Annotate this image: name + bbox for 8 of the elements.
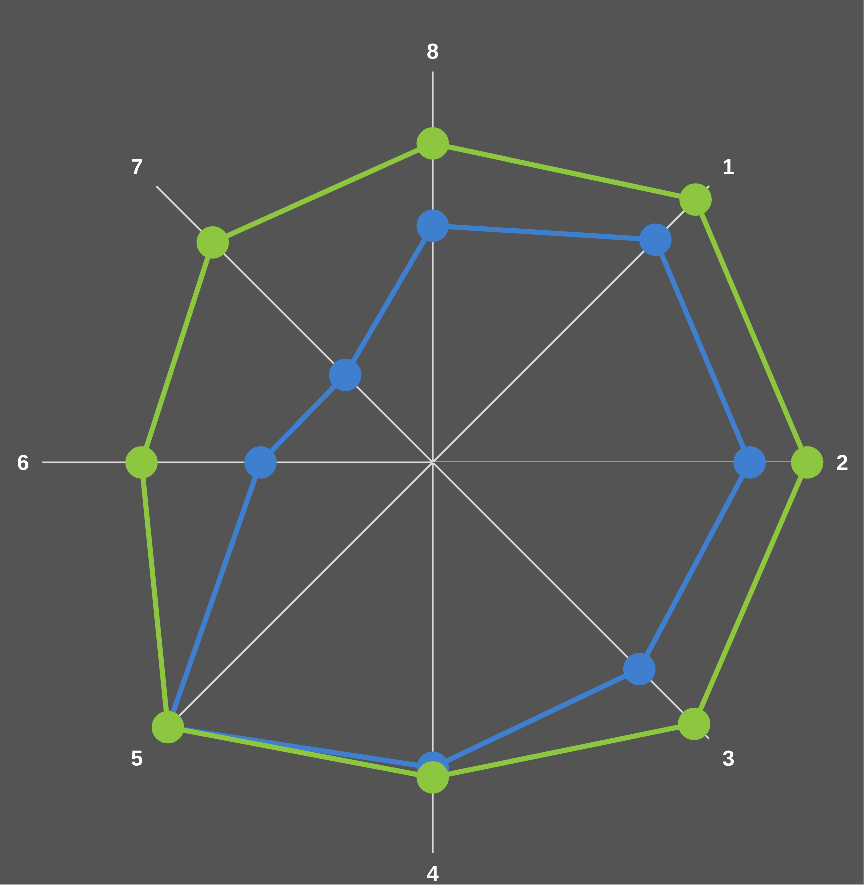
- spoke-label: 6: [18, 454, 29, 470]
- spoke-label: 7: [132, 159, 142, 174]
- spoke-label: 5: [132, 750, 143, 766]
- spoke-label: 2: [837, 455, 848, 470]
- spoke-label: 4: [427, 866, 439, 882]
- spoke-label: 8: [428, 44, 438, 60]
- spoke-label: 1: [724, 159, 734, 174]
- spoke-label: 3: [723, 750, 734, 766]
